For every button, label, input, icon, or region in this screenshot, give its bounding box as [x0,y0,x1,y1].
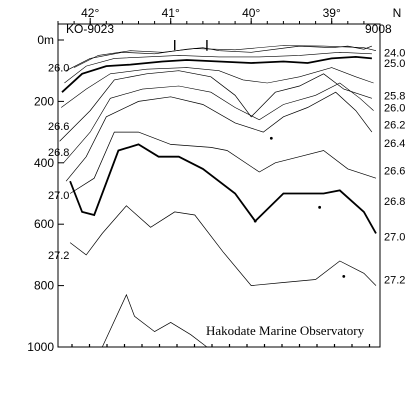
contour-line [61,67,374,108]
right-contour-labels: 24.025.0 25.826.0 26.2 26.4 26.6 26.8 27.0 27.2 [384,47,405,286]
left-contour-label: 27.2 [48,250,69,262]
sample-dot [318,205,322,209]
right-contour-label: 26.2 [384,119,405,131]
sample-dot [269,136,273,140]
plot-frame [57,23,381,348]
y-tick-label: 600 [34,217,54,231]
left-contour-label: 26.6 [48,121,69,133]
right-contour-label: 27.0 [384,231,405,243]
right-contour-label: 25.8 [384,90,405,102]
contour-line [69,143,377,234]
sample-dot [253,219,257,223]
top-tick-label: 39° [323,6,341,20]
right-contour-label: 26.8 [384,196,405,208]
left-contour-label: 27.0 [48,190,69,202]
right-contour-label: 24.0 [384,47,405,59]
top-tick-label: 40° [242,6,260,20]
y-tick-label: 200 [34,94,54,108]
bottom-ticks [71,344,371,347]
left-contour-label: 26.8 [48,147,69,159]
contour-line [63,82,374,163]
watermark: Hakodate Marine Observatory [206,323,365,338]
contour-line [59,70,373,142]
station-label-left: KO-9023 [66,22,114,36]
right-contour-label: 26.0 [384,103,405,115]
top-tick-label: 42° [81,6,99,20]
right-contour-label: 25.0 [384,58,405,70]
contour-line [61,55,372,93]
contour-line [64,51,372,84]
station-label-right: 9008 [365,22,392,36]
right-contour-label: 26.4 [384,138,405,150]
sample-dots [253,136,346,278]
contour-line [65,45,373,72]
contour-line [69,205,377,286]
top-tick-label: 41° [162,6,180,20]
y-tick-label: 400 [34,156,54,170]
y-tick-label: 800 [34,279,54,293]
contour-line [69,131,377,194]
y-axis: 0m 200 400 600 800 1000 [27,33,64,354]
y-tick-label: 1000 [27,340,54,354]
contour-line [65,91,373,182]
contour-line [73,45,377,68]
contour-line [101,293,208,348]
top-axis-label: N [393,6,402,20]
contour-lines [59,40,377,348]
left-contour-label: 26.0 [48,63,69,75]
left-contour-labels: 26.0 26.6 26.8 27.0 27.2 [48,63,69,262]
sample-dot [342,274,346,278]
right-contour-label: 26.6 [384,165,405,177]
right-contour-label: 27.2 [384,274,405,286]
y-tick-label: 0m [37,33,54,47]
